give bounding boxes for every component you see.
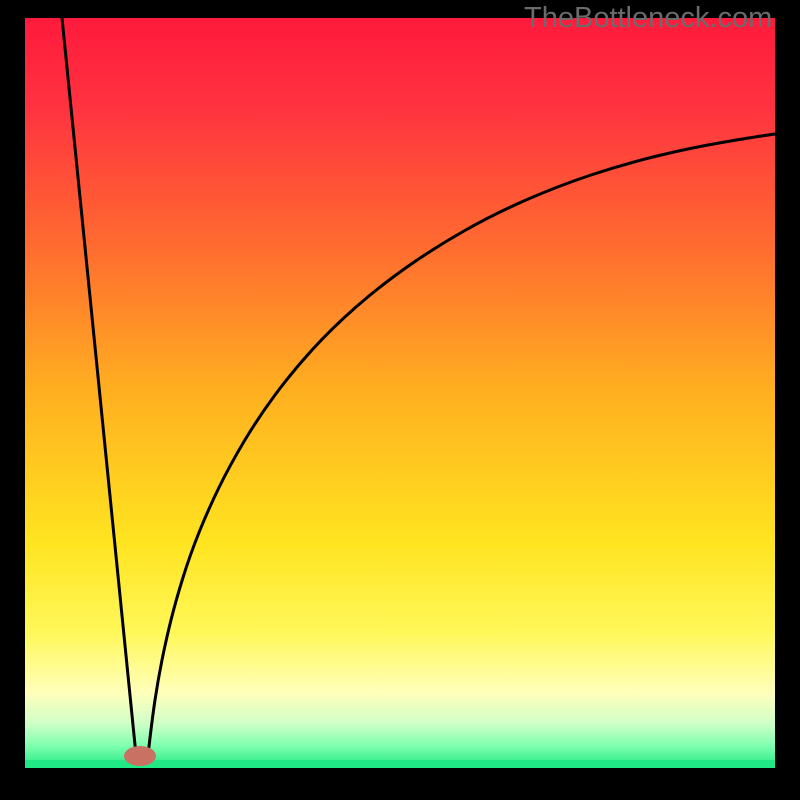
curves-layer (0, 0, 800, 800)
watermark-text: TheBottleneck.com (524, 2, 772, 35)
chart-container: TheBottleneck.com (0, 0, 800, 800)
optimum-marker (124, 746, 156, 766)
curve-left-line (62, 18, 136, 755)
curve-right-arc (148, 134, 775, 755)
